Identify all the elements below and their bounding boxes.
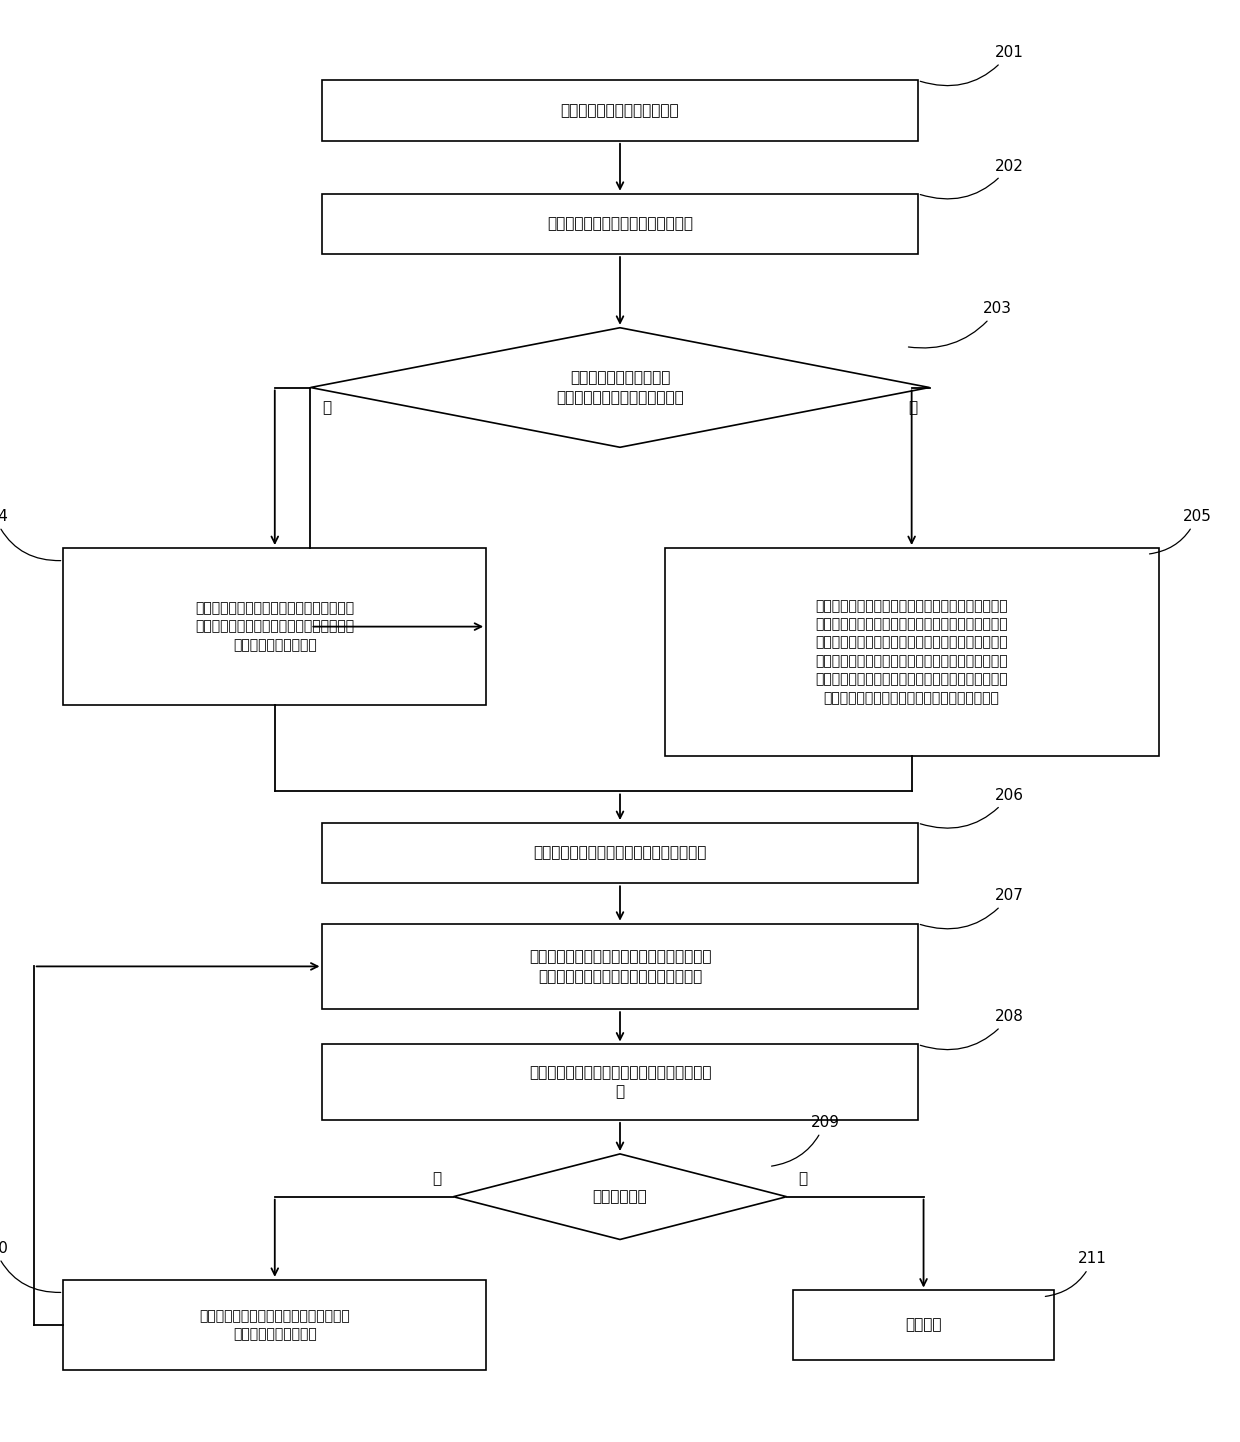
Bar (63, 1279, 486, 1370)
Text: 确定所述故事内容中当前待朗读的故事片段: 确定所述故事内容中当前待朗读的故事片段 (533, 845, 707, 861)
Text: 确定所述当前待朗读的故事片段所对应的角色
信息，并获取该角色信息对应音色的语音: 确定所述当前待朗读的故事片段所对应的角色 信息，并获取该角色信息对应音色的语音 (528, 949, 712, 983)
Text: 211: 211 (1045, 1252, 1107, 1296)
Text: 是: 是 (322, 399, 331, 415)
Text: 获取下一故事片段，并将所述下一故事片
段作为当前待朗读片段: 获取下一故事片段，并将所述下一故事片 段作为当前待朗读片段 (200, 1309, 350, 1341)
Text: 205: 205 (1149, 509, 1211, 554)
Text: 基于该角色信息对应音色的语音朗读该故事片
段: 基于该角色信息对应音色的语音朗读该故事片 段 (528, 1064, 712, 1100)
Text: 是: 是 (799, 1172, 807, 1187)
Text: 206: 206 (920, 787, 1024, 828)
Text: 207: 207 (920, 888, 1024, 929)
Text: 从本地获取每一个角色信息所对应音色的语
音，建立并保存每一个角色信息与其所对应
音色的语音的对应关系: 从本地获取每一个角色信息所对应音色的语 音，建立并保存每一个角色信息与其所对应 … (195, 601, 355, 652)
Bar (322, 1044, 918, 1120)
Text: 209: 209 (771, 1115, 839, 1167)
Bar (322, 924, 918, 1009)
Polygon shape (454, 1154, 786, 1240)
Text: 获取第一角色信息与第二角色信息，从网络获取各个
第一角色信息所对应的声纹数据，根据所述声纹数据
生成对应音色的语音，建立并保存每一个第一角色信
息与其所对应音色: 获取第一角色信息与第二角色信息，从网络获取各个 第一角色信息所对应的声纹数据，根… (816, 598, 1008, 705)
Text: 否: 否 (433, 1172, 441, 1187)
Text: 204: 204 (0, 509, 61, 561)
Text: 201: 201 (920, 45, 1024, 85)
Text: 判断本地是否存储有所述
各个角色信息所对应音色的语音: 判断本地是否存储有所述 各个角色信息所对应音色的语音 (556, 371, 684, 405)
Polygon shape (310, 327, 930, 447)
Text: 结束朗读: 结束朗读 (905, 1318, 942, 1332)
Text: 否: 否 (909, 399, 918, 415)
Bar (665, 548, 1158, 756)
Text: 202: 202 (920, 159, 1024, 199)
Text: 获取包含故事内容的文本文件: 获取包含故事内容的文本文件 (560, 104, 680, 118)
Text: 故事是否结束: 故事是否结束 (593, 1190, 647, 1204)
Text: 提取所述故事内容中的各个角色信息: 提取所述故事内容中的各个角色信息 (547, 216, 693, 231)
Bar (792, 1291, 1054, 1360)
Text: 203: 203 (909, 301, 1012, 348)
Bar (322, 81, 918, 141)
Text: 210: 210 (0, 1240, 61, 1292)
Bar (63, 548, 486, 705)
Bar (322, 823, 918, 884)
Text: 208: 208 (920, 1009, 1024, 1050)
Bar (322, 193, 918, 254)
